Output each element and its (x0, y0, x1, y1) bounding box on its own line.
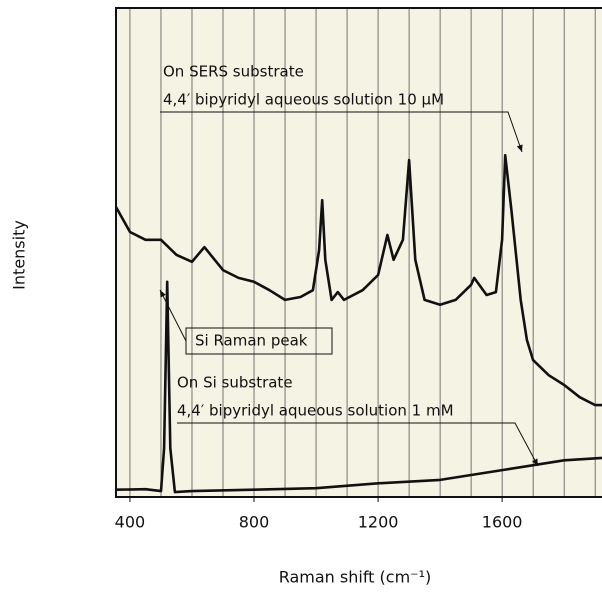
x-tick-label: 800 (239, 513, 270, 532)
x-tick-label: 1600 (482, 513, 523, 532)
annotation: 4,4′ bipyridyl aqueous solution 10 μM (163, 91, 444, 109)
spectrum-line (114, 153, 602, 407)
annotation: 4,4′ bipyridyl aqueous solution 1 mM (177, 402, 454, 420)
plot-area (116, 8, 602, 497)
annotation-leader (177, 422, 539, 467)
spectrum-line (115, 280, 602, 494)
annotation: On Si substrate (177, 374, 293, 392)
axis-frame (115, 7, 602, 498)
x-axis-label: Raman shift (cm⁻¹) (279, 568, 432, 587)
annotation: Si Raman peak (195, 332, 308, 350)
y-axis-label: Intensity (10, 220, 29, 290)
x-tick-label: 1200 (358, 513, 399, 532)
x-tick-label: 400 (115, 513, 146, 532)
annotation-leader (160, 111, 523, 153)
annotation: On SERS substrate (163, 63, 304, 81)
annotation-leader (159, 289, 187, 342)
